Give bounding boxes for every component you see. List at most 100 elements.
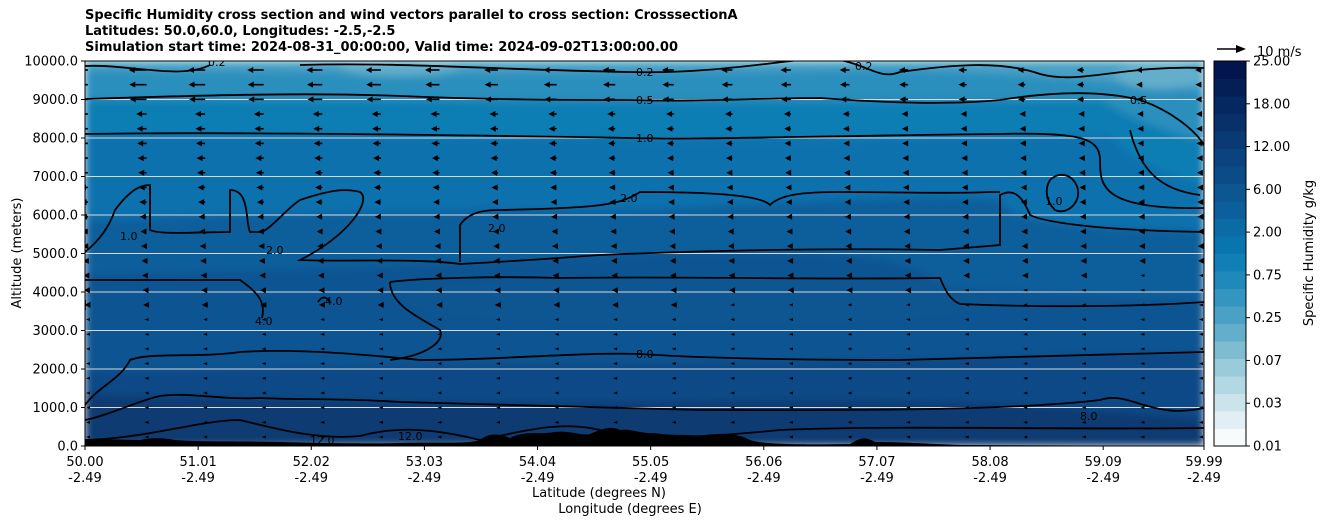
contour-label-0.2-b: 0.2 [636,66,654,79]
wind-vector [144,391,149,395]
wind-vector [906,347,911,351]
y-axis-label: Altitude (meters) [10,198,25,309]
wind-vector [1020,184,1027,191]
wind-vector [721,81,733,88]
wind-vector [847,391,852,395]
wind-vector [1021,257,1028,264]
wind-vector [1081,420,1086,424]
wind-vector [1023,376,1028,380]
wind-vector [843,125,850,132]
wind-vector [85,213,88,220]
wind-vector [1081,288,1086,292]
wind-vector [964,347,969,351]
wind-vector [261,391,266,395]
wind-vector [436,301,443,308]
wind-vector [437,420,442,424]
wind-vector [901,125,909,132]
wind-vector [144,420,149,424]
wind-vector [1080,272,1087,279]
wind-vector [86,318,90,322]
x-tick-label-lat: 55.05 [632,455,669,470]
x-tick-label-lon: -2.49 [181,471,215,486]
wind-vector [142,272,149,279]
wind-vector [611,257,618,264]
colorbar-tick-label: 0.25 [1253,311,1282,326]
wind-vector [669,243,676,250]
wind-vector [201,287,208,294]
colorbar-swatch [1214,96,1246,114]
wind-vector [1017,81,1026,88]
wind-vector [1138,184,1145,191]
wind-vector [1078,125,1085,132]
wind-vector [366,81,381,88]
wind-vector [1139,257,1146,264]
wind-vector [491,199,499,206]
y-tick-label: 1000.0 [33,401,79,416]
wind-vector [844,199,851,206]
wind-vector [259,287,266,294]
colorbar-tick-label: 6.00 [1253,183,1282,198]
wind-vector [611,287,618,294]
wind-vector [1199,274,1203,278]
wind-vector [435,272,442,279]
wind-vector [437,376,442,380]
wind-vector [1138,199,1145,206]
wind-vector [904,243,911,250]
y-tick-label: 6000.0 [33,209,79,224]
wind-vector [788,318,793,322]
x-axis-label-longitude: Longitude (degrees E) [558,502,702,517]
wind-vector [1081,435,1086,439]
wind-vector [1136,81,1143,88]
wind-vector [316,213,323,220]
wind-vector [261,420,266,424]
wind-vector [195,140,206,147]
chart-title-line-2: Latitudes: 50.0,60.0, Longitudes: -2.5,-… [85,24,396,39]
wind-vector [1079,169,1086,176]
wind-vector [320,376,325,380]
wind-vector [551,228,558,235]
wind-vector [1199,303,1203,307]
wind-vector [549,155,557,162]
wind-vector [1079,184,1086,191]
wind-vector [906,362,911,366]
wind-vector [839,67,850,73]
wind-vector [1021,213,1028,220]
wind-vector [374,213,381,220]
wind-vector [85,113,88,115]
wind-vector [788,406,793,410]
wind-vector [668,213,675,220]
wind-vector [903,199,910,206]
wind-vector [788,435,793,439]
wind-vector [437,318,442,322]
wind-vector [378,332,383,336]
wind-vector [1140,376,1145,380]
wind-vector [904,257,911,264]
contour-label-0.5-a: 0.5 [636,94,654,107]
wind-vector [964,435,969,439]
wind-vector [261,332,266,336]
x-tick-label-lon: -2.49 [1086,471,1120,486]
wind-vector [203,406,208,410]
colorbar-swatch [1214,183,1246,202]
x-tick-label-lat: 54.04 [519,455,556,470]
y-tick-label: 0.0 [57,440,78,455]
wind-vector [1078,140,1085,147]
wind-vector [492,213,499,220]
contour-0.5 [85,92,1204,146]
wind-vector [610,228,617,235]
wind-vector [378,435,383,439]
wind-vector [666,125,674,132]
wind-vector [904,272,911,279]
wind-vector [203,391,208,395]
wind-vector [129,81,147,88]
x-tick-label-lon: -2.49 [860,471,894,486]
wind-vector [1199,332,1203,336]
wind-vector [671,420,676,424]
wind-vector [784,155,791,162]
wind-vector [963,257,970,264]
wind-vector [613,347,618,351]
wind-vector [613,318,618,322]
y-tick-label: 5000.0 [33,247,79,262]
colorbar-swatch [1214,78,1246,97]
wind-vector [306,67,323,73]
